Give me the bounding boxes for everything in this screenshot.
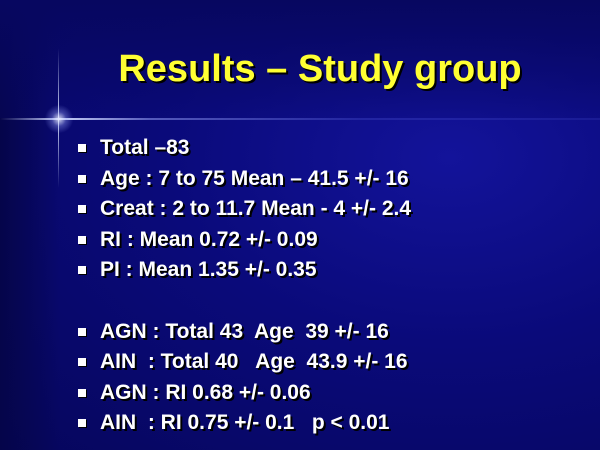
bullet-text: Creat : 2 to 11.7 Mean - 4 +/- 2.4: [100, 197, 412, 221]
bullet-square-icon: [78, 266, 86, 275]
bullet-text: RI : Mean 0.72 +/- 0.09: [100, 227, 318, 251]
bullet-square-icon: [78, 388, 86, 397]
bullet-item: AIN : RI 0.75 +/- 0.1 p < 0.01: [78, 408, 411, 439]
bullet-text: Age : 7 to 75 Mean – 41.5 +/- 16: [100, 166, 409, 190]
bullet-square-icon: [78, 327, 86, 336]
bullet-item: Age : 7 to 75 Mean – 41.5 +/- 16: [78, 164, 411, 195]
bullet-square-icon: [78, 174, 86, 183]
sparkle-icon: [44, 105, 74, 133]
bullet-square-icon: [78, 144, 86, 153]
bullet-square-icon: [78, 235, 86, 244]
bullet-square-icon: [78, 358, 86, 367]
bullet-square-icon: [78, 205, 86, 214]
slide-title: Results – Study group: [118, 48, 522, 90]
bullet-item: RI : Mean 0.72 +/- 0.09: [78, 225, 411, 256]
bullet-text: AIN : Total 40 Age 43.9 +/- 16: [100, 350, 408, 374]
bullet-text: AIN : RI 0.75 +/- 0.1 p < 0.01: [100, 411, 390, 435]
bullet-text: AGN : RI 0.68 +/- 0.06: [100, 380, 311, 404]
decorative-horizontal-line: [0, 118, 600, 120]
bullet-square-icon: [78, 419, 86, 428]
bullet-item: Creat : 2 to 11.7 Mean - 4 +/- 2.4: [78, 194, 411, 225]
background-title-band: [0, 0, 600, 118]
bullet-item: PI : Mean 1.35 +/- 0.35: [78, 255, 411, 286]
bullet-item: AGN : RI 0.68 +/- 0.06: [78, 378, 411, 409]
bullet-item: AIN : Total 40 Age 43.9 +/- 16: [78, 347, 411, 378]
bullet-text: AGN : Total 43 Age 39 +/- 16: [100, 319, 389, 343]
bullet-item: Total –83: [78, 133, 411, 164]
bullet-text: PI : Mean 1.35 +/- 0.35: [100, 258, 317, 282]
bullet-text: Total –83: [100, 136, 190, 160]
bullet-item: AGN : Total 43 Age 39 +/- 16: [78, 317, 411, 348]
bullet-list: Total –83 Age : 7 to 75 Mean – 41.5 +/- …: [78, 133, 411, 439]
